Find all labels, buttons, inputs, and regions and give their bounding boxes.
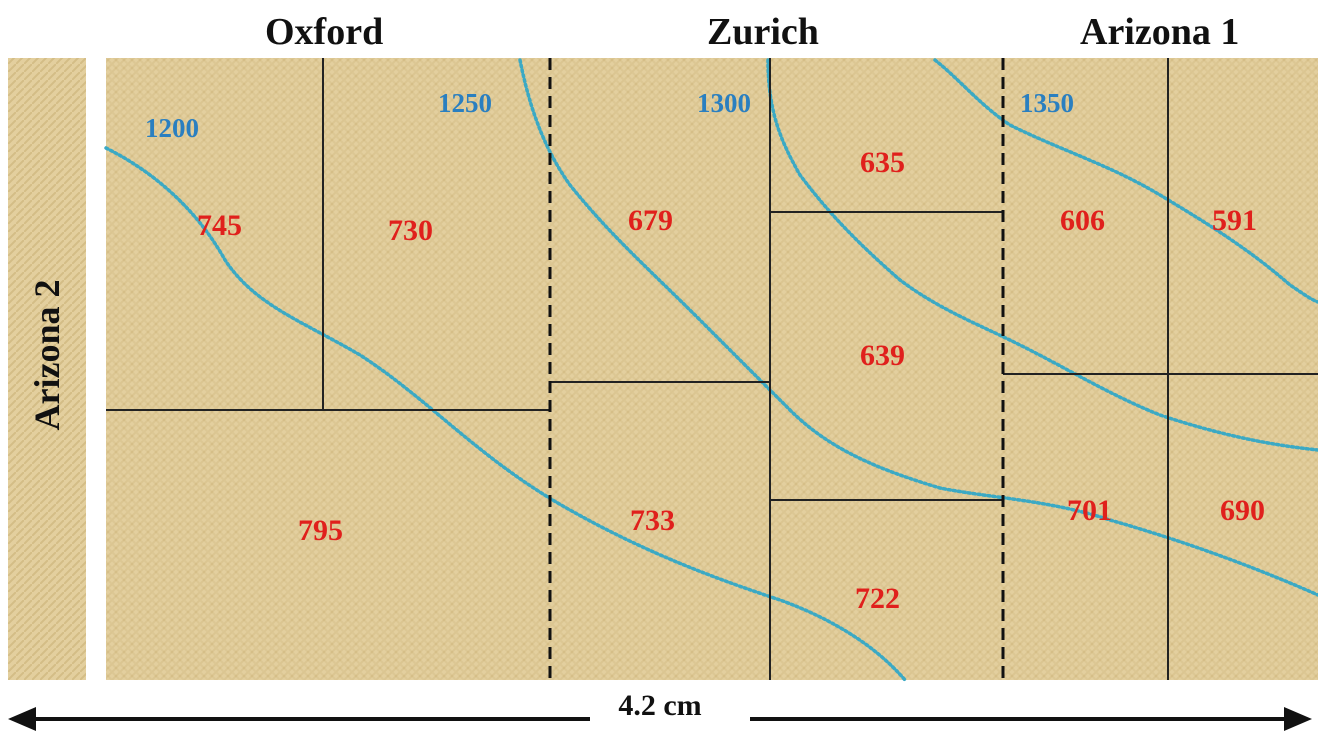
sample-value-zu-c: 639 [860, 339, 905, 372]
scale-bar [8, 707, 1312, 731]
lab-title-arizona1: Arizona 1 [1080, 11, 1240, 53]
sample-value-az-a: 606 [1060, 204, 1105, 237]
contour-line-1300 [766, 58, 1318, 452]
contour-label-1350: 1350 [1020, 88, 1074, 118]
sample-value-zu-e: 722 [855, 582, 900, 615]
sample-value-az-c: 701 [1067, 494, 1112, 527]
contour-label-1300: 1300 [697, 88, 751, 118]
lab-title-arizona2: Arizona 2 [27, 279, 67, 431]
lab-boundaries [548, 58, 1005, 680]
sample-value-zu-b: 635 [860, 146, 905, 179]
sample-value-zu-d: 733 [630, 504, 675, 537]
main-cloth [106, 58, 1318, 680]
sample-value-az-d: 690 [1220, 494, 1265, 527]
arizona2-strip [8, 58, 86, 680]
right-arrowhead [1284, 707, 1312, 731]
sample-value-az-b: 591 [1212, 204, 1257, 237]
lab-title-oxford: Oxford [265, 11, 384, 53]
lab-title-zurich: Zurich [707, 11, 819, 53]
contour-label-1200: 1200 [145, 113, 199, 143]
contour-label-1250: 1250 [438, 88, 492, 118]
sample-value-ox-b: 730 [388, 214, 433, 247]
contour-line-1350 [933, 58, 1318, 304]
contour-lines [104, 58, 1318, 682]
contour-line-1250 [518, 58, 1318, 597]
sample-value-zu-a: 679 [628, 204, 673, 237]
sample-value-ox-a: 745 [197, 209, 242, 242]
subsample-dividers [106, 58, 1318, 680]
sample-value-ox-c: 795 [298, 514, 343, 547]
scale-label: 4.2 cm [618, 689, 702, 722]
contour-line-1200 [104, 146, 907, 682]
left-arrowhead [8, 707, 36, 731]
